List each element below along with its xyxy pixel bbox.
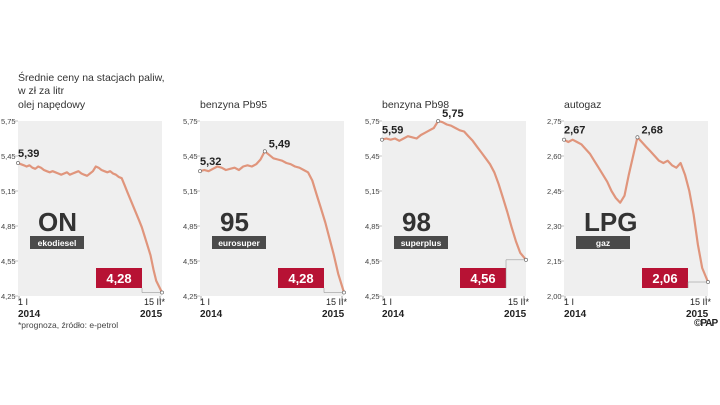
panel-2-ytick-label: 5,75	[183, 117, 198, 126]
copyright-mark: ©PAP	[694, 318, 718, 329]
panel-4-sublabel-box	[576, 236, 630, 249]
panel-4-start-value: 2,67	[564, 125, 585, 137]
panel-2-xlabel-start-year: 2014	[200, 309, 223, 320]
panel-2-peak-point	[262, 149, 267, 154]
panel-4-start-point	[562, 137, 566, 142]
panel-3-ytick-label: 4,25	[365, 292, 380, 301]
panel-3-start-value: 5,59	[382, 125, 403, 137]
panel-1-end-value: 4,28	[106, 271, 131, 286]
panel-4-end-badge	[642, 268, 688, 288]
panel-4-ytick-label: 2,45	[547, 187, 562, 196]
panel-3-xlabel-start-day: 1 I	[382, 297, 392, 307]
panel-1-fuel-code: ON	[38, 207, 77, 237]
panel-4-sublabel: gaz	[596, 238, 610, 248]
panel-3-ytick-label: 5,75	[365, 117, 380, 126]
panel-3-sublabel-box	[394, 236, 448, 249]
panel-2-ytick-label: 5,45	[183, 152, 198, 161]
panel-3-xlabel-end-year: 2015	[504, 309, 527, 320]
panel-1-xlabel-start-day: 1 I	[18, 297, 28, 307]
panel-4-ytick-label: 2,15	[547, 257, 562, 266]
panel-4-ytick-label: 2,30	[547, 222, 562, 231]
panel-1-sublabel-box	[30, 236, 84, 249]
panel-3-plot-bg	[382, 121, 526, 296]
panel-2-peak-value: 5,49	[269, 138, 290, 150]
panel-4-price-line	[563, 136, 710, 283]
panel-3-ytick-label: 4,85	[365, 222, 380, 231]
panel-4-xlabel-start-day: 1 I	[564, 297, 574, 307]
panel-2-fuel-code: 95	[220, 207, 249, 237]
panel-3-xlabel-start-year: 2014	[382, 309, 405, 320]
panel-1-xlabel-end-day: 15 II*	[144, 297, 166, 307]
panel-2-end-badge	[278, 268, 324, 288]
panel-2-ytick-label: 5,15	[183, 187, 198, 196]
panel-4-ytick-label: 2,60	[547, 152, 562, 161]
panel-1-ytick-label: 4,25	[1, 292, 16, 301]
panel-1-start-point	[16, 161, 20, 165]
footnote-source: *prognoza, źródło: e-petrol	[18, 320, 119, 330]
panel-2-title: benzyna Pb95	[200, 99, 267, 111]
panel-3-sublabel: superplus	[401, 238, 442, 248]
panel-3-xlabel-end-day: 15 II*	[508, 297, 530, 307]
panel-1-xlabel-end-year: 2015	[140, 309, 163, 320]
panel-4-end-value: 2,06	[652, 271, 677, 286]
panel-3-fuel-code: 98	[402, 207, 431, 237]
panel-2-xlabel-end-year: 2015	[322, 309, 345, 320]
panel-1-ytick-label: 4,85	[1, 222, 16, 231]
panel-2-ytick-label: 4,25	[183, 292, 198, 301]
panel-1-title: olej napędowy	[18, 99, 86, 111]
panel-3-end-point	[524, 257, 528, 262]
panel-3-ytick-label: 5,45	[365, 152, 380, 161]
panel-2-ytick-label: 4,55	[183, 257, 198, 266]
chart-header-line1: Średnie ceny na stacjach paliw,	[18, 72, 165, 84]
panel-4-ytick-label: 2,75	[547, 117, 562, 126]
panel-1-ytick-label: 5,45	[1, 152, 16, 161]
panel-3-price-line	[381, 119, 527, 261]
panel-2-xlabel-end-day: 15 II*	[326, 297, 348, 307]
panel-2-sublabel-box	[212, 236, 266, 249]
panel-3-end-badge	[460, 268, 506, 288]
panel-4-title: autogaz	[564, 99, 601, 111]
panel-3-start-point	[380, 137, 384, 142]
panel-3-title: benzyna Pb98	[382, 99, 449, 111]
panel-1-ytick-label: 5,75	[1, 117, 16, 126]
panel-2-ytick-label: 4,85	[183, 222, 198, 231]
panel-1-end-badge	[96, 268, 142, 288]
panel-3-ytick-label: 5,15	[365, 187, 380, 196]
panel-1-plot-bg	[18, 121, 162, 296]
panel-4-end-point	[706, 280, 710, 284]
panel-2-start-point	[198, 169, 202, 174]
panel-1-sublabel: ekodiesel	[38, 238, 77, 248]
panel-1-ytick-label: 4,55	[1, 257, 16, 266]
chart-header-line2: w zł za litr	[18, 85, 65, 97]
panel-4-ytick-label: 2,00	[547, 292, 562, 301]
panel-1-end-point	[160, 290, 164, 295]
panel-3-peak-value: 5,75	[442, 108, 463, 120]
panel-2-end-point	[342, 290, 346, 295]
panel-2-xlabel-start-day: 1 I	[200, 297, 210, 307]
panel-4-peak-point	[635, 135, 640, 140]
panel-4-peak-value: 2,68	[641, 124, 662, 136]
panel-3-ytick-label: 4,55	[365, 257, 380, 266]
panel-4-xlabel-start-year: 2014	[564, 309, 587, 320]
panel-1-start-value: 5,39	[18, 148, 39, 160]
panel-3-peak-point	[436, 119, 441, 123]
panel-2-sublabel: eurosuper	[218, 238, 260, 248]
panel-3-end-value: 4,56	[470, 271, 495, 286]
panel-1-xlabel-start-year: 2014	[18, 309, 41, 320]
panel-2-start-value: 5,32	[200, 156, 221, 168]
panel-1-price-line	[17, 161, 163, 293]
panel-4-xlabel-end-day: 15 II*	[690, 297, 712, 307]
panel-2-end-value: 4,28	[288, 271, 313, 286]
panel-4-xlabel-end-year: 2015	[686, 309, 709, 320]
panel-1-ytick-label: 5,15	[1, 187, 16, 196]
panel-4-fuel-code: LPG	[584, 207, 637, 237]
panel-2-price-line	[199, 150, 346, 293]
